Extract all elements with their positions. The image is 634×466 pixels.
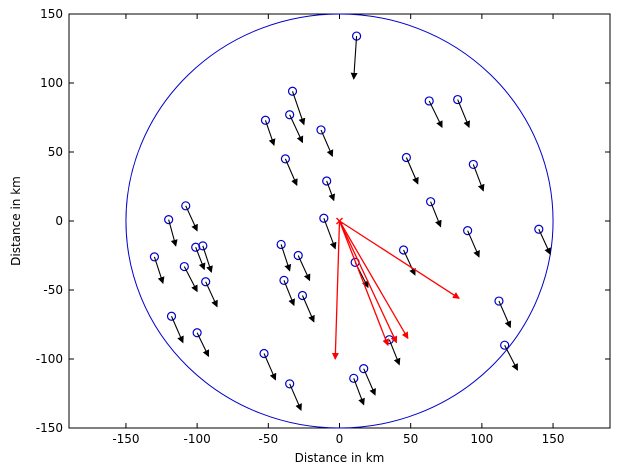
x-tick-label: -50	[259, 432, 279, 446]
node-arrow	[403, 249, 416, 276]
node-arrow	[405, 157, 419, 185]
y-tick-label: 150	[40, 7, 63, 21]
y-axis-label: Distance in km	[9, 176, 23, 266]
node-arrow	[350, 36, 358, 80]
node-marker	[426, 197, 436, 207]
node-marker	[468, 159, 478, 170]
node-arrow	[301, 295, 315, 323]
red-ray	[339, 220, 460, 299]
node-arrow	[153, 256, 165, 285]
node-marker	[293, 250, 303, 261]
node-marker	[494, 296, 504, 306]
node-arrow	[171, 316, 184, 344]
node-marker	[424, 96, 434, 106]
node-marker	[179, 261, 189, 272]
node-marker	[319, 213, 329, 223]
node-marker	[398, 245, 409, 255]
x-tick-label: -150	[112, 432, 139, 446]
y-tick-label: 50	[48, 145, 63, 159]
node-marker	[149, 252, 160, 262]
node-arrow	[289, 383, 302, 411]
x-tick-label: -100	[184, 432, 211, 446]
node-marker	[280, 154, 290, 164]
origin-marker	[336, 217, 343, 225]
boundary-circle	[125, 13, 554, 429]
x-tick-label: 100	[470, 432, 493, 446]
node-arrow	[168, 219, 178, 247]
node-arrow	[183, 266, 198, 293]
node-arrow	[457, 99, 471, 129]
node-marker	[322, 176, 332, 186]
node-marker	[534, 224, 544, 234]
node-arrow	[284, 158, 298, 187]
node-arrow	[428, 100, 443, 129]
node-arrow	[283, 280, 295, 307]
node-marker	[260, 115, 271, 125]
red-ray	[331, 220, 341, 360]
node-arrow	[504, 344, 518, 371]
node-marker	[201, 277, 211, 287]
node-arrow	[264, 120, 276, 147]
node-arrow	[195, 247, 206, 271]
node-marker	[191, 242, 201, 252]
y-tick-label: -50	[43, 283, 63, 297]
x-tick-label: 0	[336, 432, 344, 446]
node-arrow	[185, 205, 198, 232]
x-axis-label: Distance in km	[295, 451, 385, 465]
node-marker	[276, 239, 286, 250]
node-marker	[297, 290, 308, 301]
node-arrow	[467, 230, 480, 258]
node-marker	[401, 152, 412, 163]
y-tick-label: 0	[55, 214, 63, 228]
node-marker	[279, 275, 289, 285]
node-marker	[287, 86, 298, 96]
node-marker	[316, 125, 326, 135]
red-ray	[338, 220, 398, 344]
node-arrow	[498, 300, 512, 329]
node-marker	[259, 348, 269, 359]
node-marker	[198, 241, 208, 251]
y-tick-label: 100	[40, 76, 63, 90]
node-arrow	[202, 245, 213, 274]
node-marker	[166, 311, 177, 321]
node-arrow	[280, 244, 292, 272]
node-arrow	[205, 281, 218, 308]
x-tick-label: 50	[403, 432, 418, 446]
node-arrow	[538, 229, 551, 256]
x-tick-label: 150	[542, 432, 565, 446]
node-marker	[500, 340, 510, 350]
node-marker	[181, 201, 191, 211]
node-arrow	[291, 91, 306, 126]
node-arrow	[323, 218, 337, 250]
node-arrow	[289, 114, 304, 144]
marks	[125, 13, 554, 429]
node-marker	[453, 94, 463, 105]
node-arrow	[472, 164, 485, 192]
node-marker	[349, 373, 359, 383]
node-marker	[359, 364, 369, 374]
node-arrow	[263, 353, 277, 381]
y-tick-label: -100	[36, 352, 63, 366]
node-arrow	[326, 180, 336, 202]
node-arrow	[353, 378, 365, 406]
y-tick-label: -150	[36, 421, 63, 435]
node-marker	[463, 226, 473, 236]
node-marker	[285, 110, 295, 120]
node-arrow	[430, 201, 442, 228]
red-ray	[338, 220, 389, 347]
node-arrow	[363, 368, 376, 396]
node-marker	[192, 328, 202, 338]
node-marker	[285, 379, 295, 389]
ticks: -150 -100 -50 0 50 100 150 -150 -100 -50 0 50 100 150	[36, 7, 610, 446]
node-marker	[164, 215, 174, 225]
node-arrow	[297, 255, 311, 282]
node-arrow	[320, 129, 334, 158]
red-ray	[338, 220, 409, 340]
node-arrow	[388, 339, 401, 366]
node-arrow	[196, 332, 210, 358]
